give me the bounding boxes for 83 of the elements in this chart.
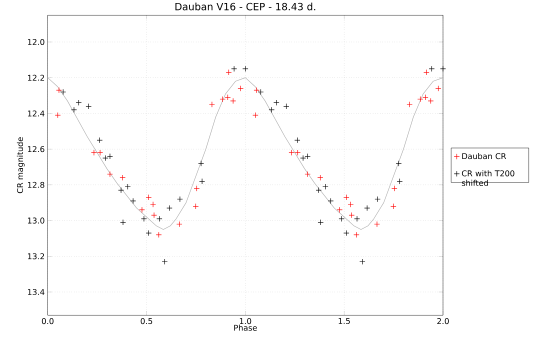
point [336,206,343,213]
point [268,106,275,113]
point [238,85,244,92]
point [440,66,446,72]
point [176,196,183,202]
point [406,101,413,108]
point [348,201,354,208]
point [252,112,258,118]
point [348,212,355,218]
point [396,178,403,184]
point [304,171,311,178]
point [156,216,162,222]
point [86,103,92,110]
point [106,171,113,178]
point [194,185,200,192]
point [343,230,350,236]
point [208,101,215,108]
point [192,203,199,210]
point [102,154,108,161]
point [273,100,280,106]
point [90,150,97,156]
point [374,196,381,202]
point [120,174,126,181]
point [198,160,204,166]
point [199,178,206,184]
point [151,212,158,218]
point [435,85,442,92]
point [359,258,366,265]
point [176,221,182,228]
point [283,103,290,110]
point [353,232,360,238]
point [124,184,131,190]
chart-title: Dauban V16 - CEP - 18.43 d. [175,2,316,10]
point [166,204,172,211]
point [106,153,113,160]
point [156,232,162,238]
point [226,69,232,76]
point [120,219,126,226]
point [71,106,77,113]
point [230,98,236,104]
point [322,184,328,190]
point [316,187,322,194]
point [354,216,360,222]
point [258,88,264,95]
point [162,258,168,265]
point [374,221,380,228]
point [146,194,152,200]
point [343,194,350,200]
point [60,88,66,95]
point [96,137,103,144]
point [118,187,124,194]
point [328,198,334,204]
point [146,230,152,236]
point [294,137,300,144]
point [390,203,396,210]
point [423,69,430,76]
point [56,87,62,94]
point [364,204,370,211]
point [97,150,104,156]
point [288,150,295,156]
point [130,198,136,204]
point [300,154,306,161]
point [391,185,398,192]
point [338,216,345,222]
point [150,201,156,208]
point [254,87,260,94]
point [417,96,424,102]
point [304,153,311,160]
point [422,94,428,100]
point [54,112,61,118]
point [294,150,301,156]
point [318,219,324,226]
point [138,206,145,213]
point [428,98,434,104]
point [224,94,231,100]
point [242,66,248,72]
point [428,66,435,72]
point [396,160,402,166]
point [76,100,82,106]
point [317,174,324,181]
point [140,216,147,222]
point [220,96,226,102]
point [231,66,238,72]
